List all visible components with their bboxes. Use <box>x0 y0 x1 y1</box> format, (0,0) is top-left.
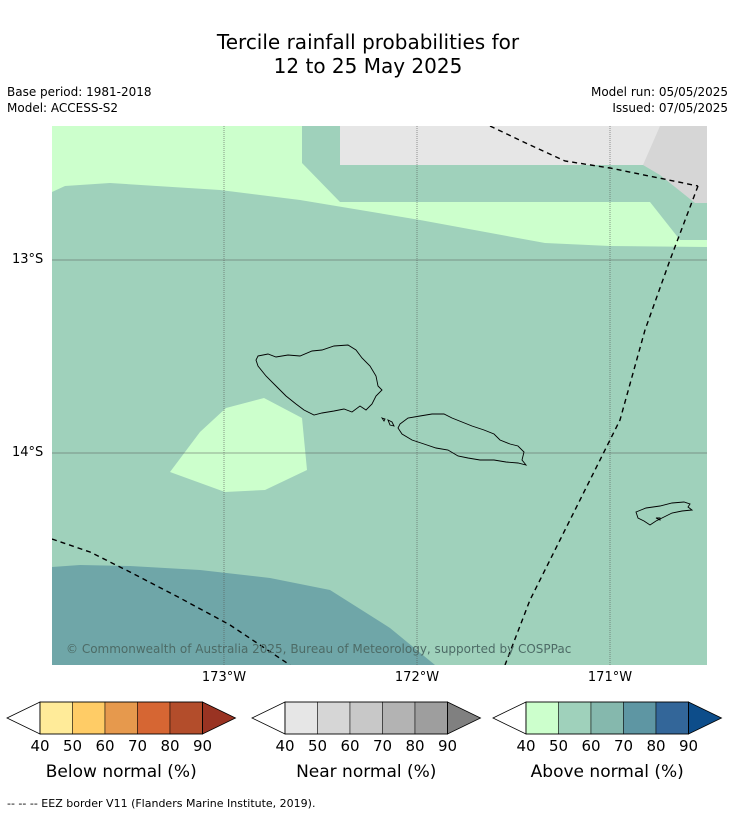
colorbars <box>6 701 723 735</box>
region-above-40-50-central <box>170 398 307 492</box>
apolima-island <box>380 417 386 422</box>
coastlines <box>255 344 694 526</box>
colorbar-tick-label: 40 <box>275 737 295 755</box>
aunuu-island <box>655 517 661 521</box>
region-above-60-70-south <box>52 565 435 665</box>
colorbar-tick-label: 70 <box>127 737 148 755</box>
meta-right: Model run: 05/05/2025 Issued: 07/05/2025 <box>591 84 728 116</box>
colorbar-title: Near normal (%) <box>296 762 437 782</box>
colorbar-tick-label: 70 <box>372 737 393 755</box>
meta-left: Base period: 1981-2018 Model: ACCESS-S2 <box>7 84 152 116</box>
eez-footnote: -- -- -- EEZ border V11 (Flanders Marine… <box>7 797 316 810</box>
colorbar-tick-label: 80 <box>646 737 666 755</box>
issued-date: Issued: 07/05/2025 <box>612 101 728 115</box>
manono-island <box>387 419 395 427</box>
colorbar-tick-label: 90 <box>437 737 458 755</box>
colorbar-segment <box>414 701 448 735</box>
graticule <box>52 126 707 665</box>
colorbar-tick-label: 80 <box>160 737 180 755</box>
colorbar-tick-label: 70 <box>613 737 634 755</box>
eez-border-north <box>489 126 699 187</box>
lon-label-173w: 173°W <box>201 670 247 685</box>
lat-label-14s: 14°S <box>12 445 44 460</box>
colorbar-segment <box>525 701 559 735</box>
colorbar-upper-extend <box>202 701 237 735</box>
colorbar-segment <box>72 701 106 735</box>
colorbar-segment <box>169 701 203 735</box>
colorbar-segment <box>317 701 351 735</box>
colorbar-segment <box>558 701 592 735</box>
colorbar-segment <box>104 701 138 735</box>
eez-border-southwest <box>52 538 291 665</box>
colorbar-lower-extend <box>251 701 286 735</box>
colorbar-segment <box>590 701 624 735</box>
eez-border <box>52 126 699 665</box>
region-near-50-60 <box>643 126 707 203</box>
colorbar-segment <box>349 701 383 735</box>
colorbar-lower-extend <box>6 701 41 735</box>
savaii-island <box>255 344 383 416</box>
colorbar-tick-label: 60 <box>581 737 601 755</box>
colorbar-segment <box>382 701 416 735</box>
tutuila-island <box>635 501 694 526</box>
colorbar-tick-label: 90 <box>678 737 699 755</box>
colorbar-upper-extend <box>447 701 482 735</box>
colorbar-frame <box>39 701 203 735</box>
lon-label-172w: 172°W <box>394 670 440 685</box>
colorbar-tick-label: 40 <box>30 737 50 755</box>
region-above-40-50-north <box>52 126 707 247</box>
model-run: Model run: 05/05/2025 <box>590 85 728 99</box>
colorbar-tick-label: 80 <box>405 737 425 755</box>
colorbar-title: Below normal (%) <box>45 762 197 782</box>
colorbar-segment <box>39 701 73 735</box>
colorbar-tick-label: 60 <box>95 737 115 755</box>
region-near-40-50 <box>340 126 707 165</box>
colorbar-title: Above normal (%) <box>530 762 684 782</box>
title-line-2: 12 to 25 May 2025 <box>273 54 463 78</box>
colorbar-segment <box>655 701 689 735</box>
colorbar-tick-label: 50 <box>62 737 83 755</box>
copyright-notice: © Commonwealth of Australia 2025, Bureau… <box>66 642 572 656</box>
colorbar-tick-label: 60 <box>340 737 360 755</box>
chart-title: Tercile rainfall probabilities for 12 to… <box>0 30 736 78</box>
colorbar-tick-label: 50 <box>548 737 569 755</box>
colorbar-segment <box>284 701 318 735</box>
map-area <box>52 126 707 665</box>
upolu-island <box>397 413 528 466</box>
lon-label-171w: 171°W <box>587 670 633 685</box>
eez-border-east <box>504 185 699 665</box>
colorbar-lower-extend <box>492 701 527 735</box>
colorbar-tick-label: 90 <box>192 737 213 755</box>
colorbar-segment <box>623 701 657 735</box>
colorbar-frame <box>284 701 448 735</box>
lat-label-13s: 13°S <box>12 252 44 267</box>
title-line-1: Tercile rainfall probabilities for <box>216 30 520 54</box>
colorbar-frame <box>525 701 689 735</box>
model-name: Model: ACCESS-S2 <box>7 101 119 115</box>
colorbar-tick-label: 50 <box>307 737 328 755</box>
base-period: Base period: 1981-2018 <box>7 85 152 99</box>
colorbar-segment <box>137 701 171 735</box>
colorbar-upper-extend <box>688 701 723 735</box>
colorbar-tick-label: 40 <box>516 737 536 755</box>
